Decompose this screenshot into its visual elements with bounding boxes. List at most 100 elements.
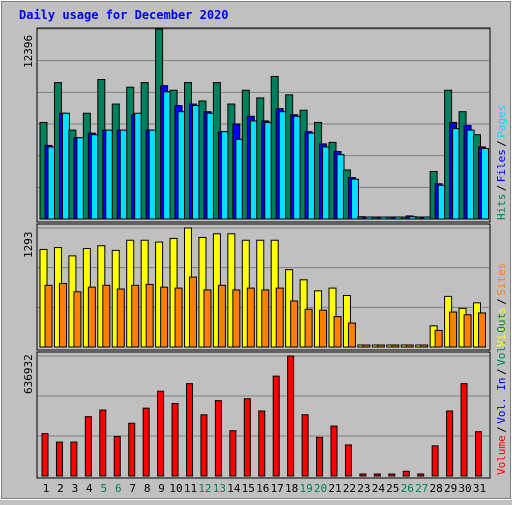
day-axis-labels: 1 2 3 4 5 6 7 8 9 10 11 12 13 14 15 16 17 18 19 20 21 22 23 24 2…: [43, 482, 486, 495]
day-label-6: 6: [115, 482, 122, 495]
bar-sites-day-11: [189, 276, 197, 348]
bar-sites-day-21: [333, 316, 342, 348]
legend-volume: Volume: [495, 435, 508, 475]
bar-volume-day-12: [200, 414, 208, 477]
day-label-20: 20: [314, 482, 327, 495]
bar-volume-day-7: [128, 422, 136, 477]
legend-bottom: Volume / Vol. In / Vol. Out: [495, 313, 508, 475]
bar-volume-day-28: [431, 445, 439, 477]
bar-sites-day-28: [434, 329, 443, 348]
y-max-label-bottom: 636932: [22, 354, 35, 394]
day-label-1: 1: [43, 482, 50, 495]
day-label-19: 19: [299, 482, 312, 495]
y-max-label-middle: 1293: [22, 232, 35, 259]
bar-volume-day-13: [214, 400, 222, 477]
bar-pages-day-8: [148, 129, 157, 220]
bar-volume-day-15: [243, 398, 251, 477]
bar-volume-day-24: [373, 473, 381, 477]
chart-legends: Hits / Files / Pages Visits / Sites Volume / Vol. …: [495, 105, 508, 475]
day-label-3: 3: [72, 482, 79, 495]
day-label-11: 11: [184, 482, 197, 495]
day-label-28: 28: [430, 482, 443, 495]
day-label-10: 10: [169, 482, 182, 495]
bar-sites-day-9: [160, 286, 169, 348]
day-label-27: 27: [415, 482, 428, 495]
legend-vol-out: Vol. Out: [495, 313, 508, 366]
bar-sites-day-18: [290, 300, 299, 348]
bar-sites-day-15: [246, 287, 255, 348]
chart-title: Daily usage for December 2020: [19, 8, 229, 22]
legend-middle: Visits / Sites: [495, 263, 508, 347]
day-label-21: 21: [328, 482, 341, 495]
bar-volume-day-11: [186, 383, 193, 477]
bar-volume-day-25: [388, 473, 396, 477]
chart-bars: [39, 28, 489, 477]
bar-sites-day-14: [232, 289, 241, 348]
day-label-8: 8: [144, 482, 151, 495]
bar-volume-day-3: [70, 441, 78, 477]
bar-sites-day-24: [376, 344, 385, 348]
day-label-29: 29: [444, 482, 457, 495]
bar-volume-day-27: [417, 473, 425, 477]
legend-files: Files: [495, 149, 508, 182]
bar-sites-day-19: [304, 308, 313, 348]
legend-pages: Pages: [495, 105, 508, 138]
bar-volume-day-22: [344, 444, 352, 477]
bar-sites-day-29: [449, 311, 458, 348]
bar-volume-day-18: [287, 355, 295, 477]
legend-separator: /: [495, 185, 508, 192]
bar-sites-day-12: [203, 289, 212, 348]
bar-visits-day-22: [342, 294, 351, 348]
bar-pages-day-4: [90, 134, 99, 220]
bar-pages-day-2: [61, 112, 70, 220]
bar-volume-day-1: [41, 433, 49, 477]
day-label-13: 13: [213, 482, 226, 495]
legend-separator: /: [495, 140, 508, 147]
legend-top: Hits / Files / Pages: [495, 105, 508, 220]
bar-volume-day-8: [142, 407, 150, 477]
day-label-7: 7: [129, 482, 136, 495]
bar-sites-day-16: [261, 289, 270, 348]
bar-volume-day-23: [359, 473, 367, 477]
legend-hits: Hits: [495, 194, 508, 221]
bar-sites-day-2: [58, 282, 67, 348]
bar-sites-day-4: [87, 286, 96, 348]
day-label-18: 18: [285, 482, 298, 495]
bar-sites-day-7: [131, 284, 140, 348]
bar-volume-day-9: [157, 390, 165, 477]
bar-volume-day-16: [258, 410, 266, 477]
bar-sites-day-31: [478, 312, 486, 348]
bar-volume-day-10: [171, 402, 179, 477]
bar-volume-day-21: [330, 425, 338, 477]
bar-volume-day-29: [446, 410, 454, 477]
day-label-24: 24: [372, 482, 386, 495]
y-max-label-top: 12396: [22, 35, 35, 68]
day-label-4: 4: [86, 482, 93, 495]
bar-sites-day-25: [391, 344, 400, 348]
bar-volume-day-26: [402, 470, 410, 477]
bar-volume-day-30: [460, 383, 468, 477]
day-label-26: 26: [401, 482, 414, 495]
day-label-12: 12: [198, 482, 211, 495]
day-label-25: 25: [386, 482, 399, 495]
bar-sites-day-5: [102, 284, 111, 348]
bar-volume-day-5: [99, 409, 107, 477]
bar-sites-day-1: [44, 284, 53, 348]
legend-separator: /: [495, 368, 508, 375]
day-label-15: 15: [242, 482, 255, 495]
day-label-23: 23: [357, 482, 370, 495]
bar-sites-day-27: [420, 344, 429, 348]
bar-sites-day-30: [463, 314, 472, 348]
bar-sites-day-17: [275, 287, 284, 348]
bar-volume-day-14: [229, 430, 237, 477]
bar-volume-day-17: [272, 375, 280, 477]
day-label-2: 2: [57, 482, 64, 495]
bar-sites-day-3: [73, 291, 82, 348]
bar-sites-day-20: [319, 309, 328, 348]
day-label-14: 14: [227, 482, 241, 495]
day-label-22: 22: [343, 482, 356, 495]
bar-sites-day-13: [217, 284, 226, 348]
bar-sites-day-10: [174, 287, 183, 348]
